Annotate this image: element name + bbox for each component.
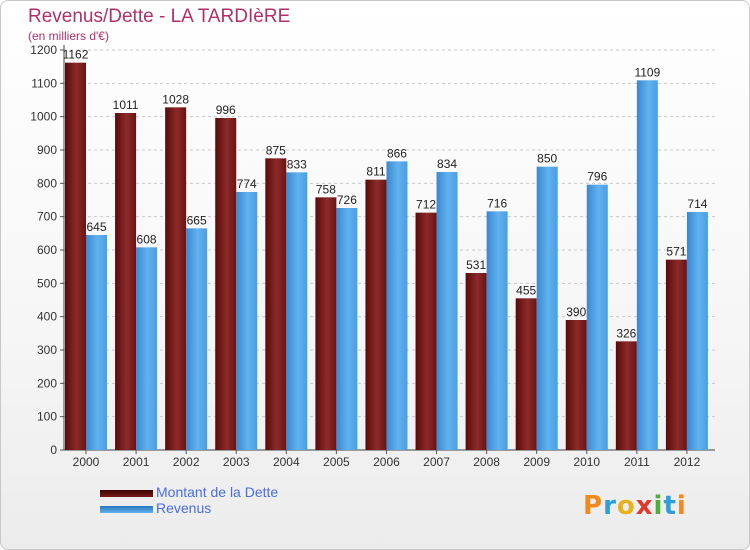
y-tick-label: 200 bbox=[37, 376, 57, 390]
logo-letter: r bbox=[603, 491, 617, 521]
bar-revenus-2002 bbox=[186, 228, 208, 450]
bar-debt-2001 bbox=[115, 113, 137, 450]
bar-debt-2008 bbox=[465, 273, 487, 450]
legend-swatch-debt bbox=[100, 490, 153, 497]
logo-letter: P bbox=[583, 491, 604, 521]
bar-debt-2012 bbox=[665, 259, 687, 450]
data-label-debt: 811 bbox=[366, 165, 385, 179]
logo-letter: i bbox=[676, 491, 687, 521]
x-tick-label: 2007 bbox=[423, 455, 450, 469]
bar-debt-2003 bbox=[215, 118, 237, 450]
y-tick-label: 1200 bbox=[30, 43, 57, 57]
x-tick-label: 2003 bbox=[223, 455, 250, 469]
data-label-debt: 531 bbox=[466, 258, 486, 272]
bar-revenus-2011 bbox=[636, 80, 658, 450]
x-tick-label: 2005 bbox=[323, 455, 350, 469]
y-tick-label: 500 bbox=[37, 276, 57, 290]
data-label-revenus: 833 bbox=[287, 157, 307, 171]
bar-revenus-2010 bbox=[586, 184, 608, 450]
data-label-debt: 758 bbox=[316, 182, 336, 196]
data-label-debt: 1011 bbox=[113, 98, 139, 112]
data-label-revenus: 645 bbox=[86, 220, 106, 234]
data-label-debt: 571 bbox=[666, 245, 686, 259]
x-tick-label: 2001 bbox=[123, 455, 150, 469]
bar-revenus-2006 bbox=[386, 161, 408, 451]
bar-debt-2005 bbox=[315, 197, 337, 450]
y-tick-label: 1100 bbox=[31, 76, 57, 90]
data-label-revenus: 834 bbox=[437, 157, 457, 171]
data-label-revenus: 665 bbox=[187, 213, 207, 227]
data-label-debt: 326 bbox=[616, 326, 636, 340]
bar-debt-2000 bbox=[65, 62, 86, 451]
logo-letter: x bbox=[635, 491, 654, 521]
bar-debt-2006 bbox=[365, 179, 387, 450]
bar-revenus-2003 bbox=[236, 192, 258, 450]
y-tick-label: 300 bbox=[37, 343, 57, 357]
data-label-revenus: 1109 bbox=[634, 65, 660, 79]
data-label-debt: 455 bbox=[516, 283, 536, 297]
x-tick-label: 2008 bbox=[473, 455, 500, 469]
bar-revenus-2012 bbox=[686, 212, 708, 450]
y-tick-label: 0 bbox=[50, 443, 57, 457]
legend-label-debt: Montant de la Dette bbox=[156, 484, 279, 500]
x-tick-label: 2012 bbox=[674, 455, 701, 469]
x-tick-label: 2010 bbox=[573, 455, 600, 469]
proxiti-logo: Proxiti bbox=[583, 491, 687, 521]
data-label-debt: 712 bbox=[416, 198, 436, 212]
x-tick-label: 2002 bbox=[173, 455, 200, 469]
data-label-debt: 390 bbox=[566, 305, 586, 319]
axes: 0 100 200 300 400 500 600 700 800 900 1000 1100 1200… bbox=[30, 43, 715, 469]
bar-debt-2007 bbox=[415, 212, 437, 450]
x-tick-label: 2000 bbox=[73, 455, 100, 469]
data-label-revenus: 716 bbox=[487, 196, 507, 210]
x-tick-label: 2006 bbox=[373, 455, 400, 469]
y-tick-label: 400 bbox=[37, 310, 57, 324]
logo-letter: t bbox=[663, 491, 677, 521]
logo-letter: i bbox=[653, 491, 664, 521]
data-label-debt: 875 bbox=[266, 143, 286, 157]
data-label-debt: 996 bbox=[216, 103, 236, 117]
y-tick-label: 900 bbox=[37, 143, 57, 157]
data-label-debt: 1028 bbox=[162, 92, 189, 106]
x-tick-label: 2011 bbox=[624, 455, 650, 469]
y-tick-label: 100 bbox=[37, 410, 57, 424]
x-tick-label: 2004 bbox=[273, 455, 300, 469]
bar-revenus-2004 bbox=[286, 172, 308, 451]
bar-revenus-2001 bbox=[136, 247, 158, 450]
bar-debt-2002 bbox=[165, 107, 187, 450]
data-label-debt: 1162 bbox=[63, 48, 89, 62]
data-label-revenus: 608 bbox=[137, 232, 157, 246]
x-tick-label: 2009 bbox=[523, 455, 550, 469]
legend-swatch-revenus bbox=[100, 506, 153, 513]
y-tick-label: 800 bbox=[37, 176, 57, 190]
legend-label-revenus: Revenus bbox=[156, 500, 212, 516]
bar-debt-2011 bbox=[615, 341, 637, 450]
data-label-revenus: 796 bbox=[587, 170, 607, 184]
bar-revenus-2007 bbox=[436, 172, 458, 450]
data-label-revenus: 866 bbox=[387, 146, 407, 160]
page-title: Revenus/Dette - LA TARDIèRE bbox=[28, 6, 291, 27]
y-tick-label: 1000 bbox=[30, 110, 57, 124]
data-label-revenus: 774 bbox=[237, 177, 257, 191]
logo-letter: o bbox=[616, 491, 636, 521]
data-label-revenus: 850 bbox=[537, 152, 557, 166]
y-tick-label: 700 bbox=[37, 210, 57, 224]
bar-revenus-2009 bbox=[536, 166, 558, 450]
y-tick-label: 600 bbox=[37, 243, 57, 257]
bars bbox=[65, 62, 708, 451]
bar-revenus-2005 bbox=[336, 208, 358, 450]
bar-revenus-2008 bbox=[486, 211, 508, 450]
bar-debt-2004 bbox=[265, 158, 287, 451]
data-label-revenus: 726 bbox=[337, 193, 357, 207]
bar-revenus-2000 bbox=[86, 235, 107, 450]
bar-debt-2010 bbox=[565, 320, 587, 450]
bar-debt-2009 bbox=[515, 298, 537, 450]
data-label-revenus: 714 bbox=[687, 197, 707, 211]
page-subtitle: (en milliers d'€) bbox=[28, 29, 109, 43]
